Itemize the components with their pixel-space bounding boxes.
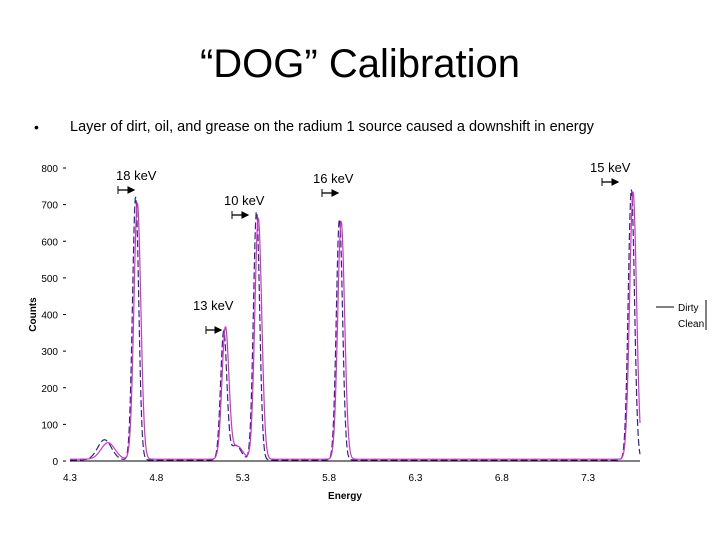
y-tick-label: 0: [52, 457, 58, 468]
x-tick-label: 4.3: [63, 473, 77, 484]
legend-label-dirty: Dirty: [678, 303, 699, 314]
y-tick-label: 100: [41, 420, 58, 431]
x-tick-label: 6.8: [495, 473, 509, 484]
bullet-text: Layer of dirt, oil, and grease on the ra…: [70, 119, 594, 135]
y-tick-label: 200: [41, 384, 58, 395]
y-tick-label: 500: [41, 274, 58, 285]
bullet-marker: •: [34, 119, 39, 135]
x-tick-label: 4.8: [149, 473, 163, 484]
y-tick-label: 700: [41, 201, 58, 212]
x-axis-label: Energy: [328, 491, 362, 502]
series-line-dirty: [70, 189, 641, 461]
x-tick-label: 7.3: [581, 473, 595, 484]
x-tick-label: 5.8: [322, 473, 336, 484]
peak-annotation-label: 16 keV: [313, 171, 354, 186]
y-axis-label: Counts: [28, 297, 39, 332]
x-tick-label: 6.3: [409, 473, 423, 484]
y-tick-label: 800: [41, 164, 58, 175]
x-tick-label: 5.3: [236, 473, 250, 484]
y-tick-label: 300: [41, 347, 58, 358]
y-tick-label: 400: [41, 311, 58, 322]
legend-label-clean: Clean: [678, 319, 704, 330]
peak-annotation-label: 10 keV: [224, 193, 265, 208]
y-tick-label: 600: [41, 237, 58, 248]
series-line-clean: [70, 191, 641, 460]
peak-annotation-label: 15 keV: [590, 160, 631, 175]
peak-annotation-label: 18 keV: [116, 168, 157, 183]
slide-title: “DOG” Calibration: [199, 42, 521, 86]
peak-annotation-label: 13 keV: [193, 298, 234, 313]
